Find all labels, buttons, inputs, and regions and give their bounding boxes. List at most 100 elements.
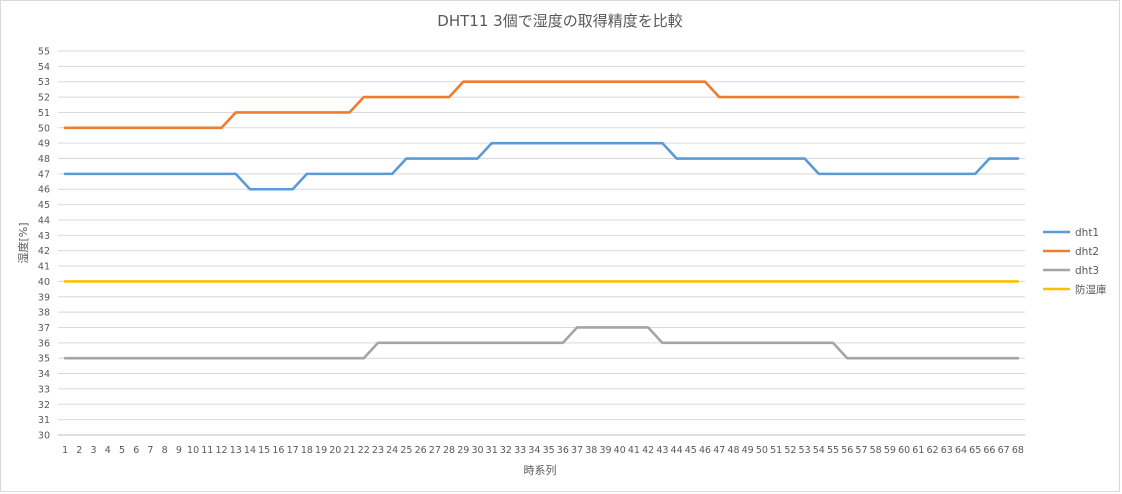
x-tick-label: 65 (969, 445, 981, 456)
x-tick-label: 32 (500, 445, 512, 456)
x-tick-label: 61 (912, 445, 924, 456)
y-tick-label: 52 (38, 93, 50, 104)
y-tick-label: 41 (38, 262, 50, 273)
chart-title: DHT11 3個で湿度の取得精度を比較 (437, 12, 682, 30)
x-tick-label: 63 (941, 445, 953, 456)
series-lines (63, 80, 1020, 360)
x-tick-label: 17 (287, 445, 299, 456)
y-tick-label: 48 (38, 154, 50, 165)
x-tick-label: 21 (343, 445, 355, 456)
x-tick-label: 19 (315, 445, 327, 456)
x-tick-label: 11 (201, 445, 213, 456)
y-axis-ticks: 30 31 32 33 34 35 36 37 38 39 40 41 42 43 44 45 46 47 48 49… (38, 47, 50, 442)
y-tick-label: 40 (38, 277, 50, 288)
x-tick-label: 4 (105, 445, 111, 456)
x-tick-label: 39 (599, 445, 611, 456)
y-tick-label: 34 (38, 369, 50, 380)
legend-label-dht1: dht1 (1075, 227, 1099, 239)
x-tick-label: 6 (133, 445, 139, 456)
x-tick-label: 60 (898, 445, 910, 456)
x-tick-label: 38 (585, 445, 597, 456)
x-axis-ticks: 1 2 3 4 5 6 7 8 9 10 11 12 13 14 15 16 17 18 19 20 21 22 23 24 2… (62, 445, 1024, 456)
legend-label-dht3: dht3 (1075, 265, 1099, 277)
x-tick-label: 24 (386, 445, 398, 456)
x-tick-label: 57 (855, 445, 867, 456)
x-tick-label: 56 (841, 445, 853, 456)
x-tick-label: 67 (998, 445, 1010, 456)
x-tick-label: 51 (770, 445, 782, 456)
x-tick-label: 3 (91, 445, 97, 456)
y-tick-label: 50 (38, 123, 50, 134)
x-tick-label: 43 (656, 445, 668, 456)
x-tick-label: 23 (372, 445, 384, 456)
x-tick-label: 25 (400, 445, 412, 456)
x-tick-label: 50 (756, 445, 768, 456)
x-tick-label: 8 (162, 445, 168, 456)
series-line-dht1 (63, 141, 1020, 191)
y-tick-label: 47 (38, 169, 50, 180)
y-tick-label: 46 (38, 185, 50, 196)
x-tick-label: 18 (301, 445, 313, 456)
x-tick-label: 44 (671, 445, 683, 456)
x-tick-label: 1 (62, 445, 68, 456)
legend-label-dht2: dht2 (1075, 246, 1099, 258)
legend-label-防湿庫: 防湿庫 (1075, 283, 1107, 296)
x-tick-label: 68 (1012, 445, 1024, 456)
y-tick-label: 42 (38, 246, 50, 257)
x-tick-label: 22 (358, 445, 370, 456)
x-tick-label: 5 (119, 445, 125, 456)
x-tick-label: 47 (713, 445, 725, 456)
legend: dht1 dht2 dht3 防湿庫 (1043, 227, 1107, 296)
x-tick-label: 7 (147, 445, 153, 456)
y-tick-label: 49 (38, 139, 50, 150)
x-tick-label: 29 (457, 445, 469, 456)
x-tick-label: 16 (272, 445, 284, 456)
y-tick-label: 32 (38, 400, 50, 411)
x-tick-label: 55 (827, 445, 839, 456)
y-tick-label: 33 (38, 384, 50, 395)
y-tick-label: 39 (38, 292, 50, 303)
x-tick-label: 59 (884, 445, 896, 456)
y-tick-label: 55 (38, 47, 50, 58)
x-tick-label: 45 (685, 445, 697, 456)
x-tick-label: 48 (727, 445, 739, 456)
x-tick-label: 12 (215, 445, 227, 456)
x-tick-label: 42 (642, 445, 654, 456)
x-tick-label: 53 (799, 445, 811, 456)
x-tick-label: 35 (543, 445, 555, 456)
x-tick-label: 62 (927, 445, 939, 456)
x-tick-label: 46 (699, 445, 711, 456)
x-tick-label: 36 (557, 445, 569, 456)
y-tick-label: 51 (38, 108, 50, 119)
y-tick-label: 36 (38, 338, 50, 349)
x-tick-label: 2 (76, 445, 82, 456)
x-tick-label: 33 (514, 445, 526, 456)
y-tick-label: 54 (38, 62, 50, 73)
grid-lines (58, 50, 1025, 436)
x-tick-label: 9 (176, 445, 182, 456)
x-tick-label: 66 (983, 445, 995, 456)
y-tick-label: 30 (38, 431, 50, 442)
x-tick-label: 64 (955, 445, 967, 456)
y-tick-label: 31 (38, 415, 50, 426)
y-tick-label: 38 (38, 308, 50, 319)
x-axis-label: 時系列 (524, 463, 557, 477)
x-tick-label: 28 (443, 445, 455, 456)
y-tick-label: 44 (38, 215, 50, 226)
y-tick-label: 35 (38, 354, 50, 365)
x-tick-label: 34 (528, 445, 540, 456)
y-tick-label: 43 (38, 231, 50, 242)
series-line-dht2 (63, 80, 1020, 130)
x-tick-label: 15 (258, 445, 270, 456)
x-tick-label: 54 (813, 445, 825, 456)
x-tick-label: 13 (230, 445, 242, 456)
series-line-dht3 (63, 326, 1020, 360)
y-tick-label: 37 (38, 323, 50, 334)
x-tick-label: 20 (329, 445, 341, 456)
y-tick-label: 53 (38, 77, 50, 88)
x-tick-label: 40 (614, 445, 626, 456)
x-tick-label: 58 (870, 445, 882, 456)
x-tick-label: 30 (471, 445, 483, 456)
x-tick-label: 52 (784, 445, 796, 456)
